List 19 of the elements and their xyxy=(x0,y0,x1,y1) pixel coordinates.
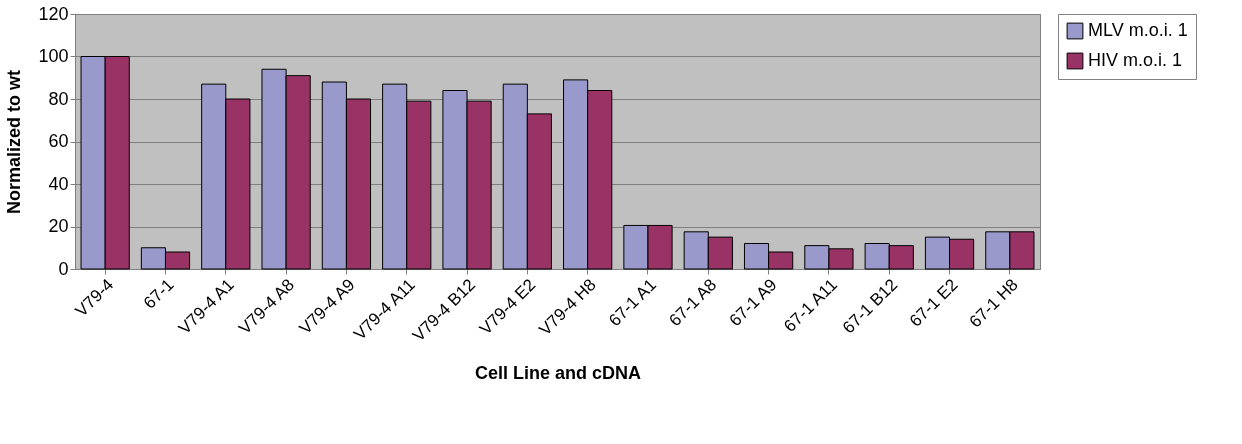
y-tick-label: 20 xyxy=(48,216,69,236)
x-tick-label: 67-1 A9 xyxy=(725,275,781,330)
x-tick-label: 67-1 A1 xyxy=(605,275,660,330)
y-tick-label: 60 xyxy=(48,131,69,151)
x-tick-label: 67-1 A8 xyxy=(665,275,721,330)
y-tick-label: 80 xyxy=(48,88,69,109)
x-tick-label: 67-1 B12 xyxy=(839,275,902,338)
x-tick-label: 67-1 H8 xyxy=(965,275,1022,332)
y-tick-label: 0 xyxy=(58,258,69,279)
y-tick-label: 100 xyxy=(38,46,69,66)
y-tick-label: 120 xyxy=(38,3,69,24)
x-tick-label: 67-1 A11 xyxy=(780,275,841,336)
x-tick-label: 67-1 E2 xyxy=(906,275,962,331)
y-tick-label: 40 xyxy=(48,173,69,194)
legend-label: HIV m.o.i. 1 xyxy=(1088,50,1183,70)
legend-label: MLV m.o.i. 1 xyxy=(1088,20,1188,40)
x-axis-title: Cell Line and cDNA xyxy=(474,362,642,383)
x-tick-label: 67-1 xyxy=(139,275,178,313)
y-axis-title: Normalized to wt xyxy=(4,69,25,215)
